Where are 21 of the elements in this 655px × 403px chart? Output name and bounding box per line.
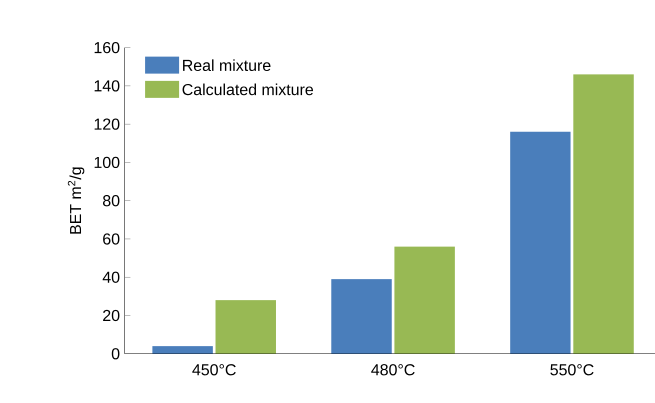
- y-tick-label: 0: [112, 348, 120, 360]
- bar: [394, 246, 455, 354]
- bar: [573, 74, 634, 354]
- x-tick-label: 450°C: [192, 364, 236, 376]
- bar: [216, 300, 276, 354]
- y-tick-label: 100: [94, 156, 120, 168]
- bar: [152, 346, 213, 354]
- y-tick-label: 60: [103, 233, 120, 245]
- x-tick-label: 550°C: [550, 364, 594, 376]
- bar: [510, 132, 571, 354]
- y-tick-label: 40: [102, 272, 120, 283]
- y-tick-label: 140: [94, 80, 120, 92]
- legend-label: Real mixture: [183, 59, 270, 72]
- bar: [331, 279, 392, 354]
- y-tick-label: 120: [94, 118, 120, 130]
- y-tick-label: 160: [94, 42, 120, 54]
- x-tick-label: 480°C: [371, 364, 415, 376]
- y-tick-label: 20: [103, 310, 120, 322]
- legend-label: Calculated mixture: [182, 84, 314, 96]
- y-tick-label: 80: [102, 195, 120, 206]
- y-axis-title: BET m$^{2}$/g: [68, 167, 84, 234]
